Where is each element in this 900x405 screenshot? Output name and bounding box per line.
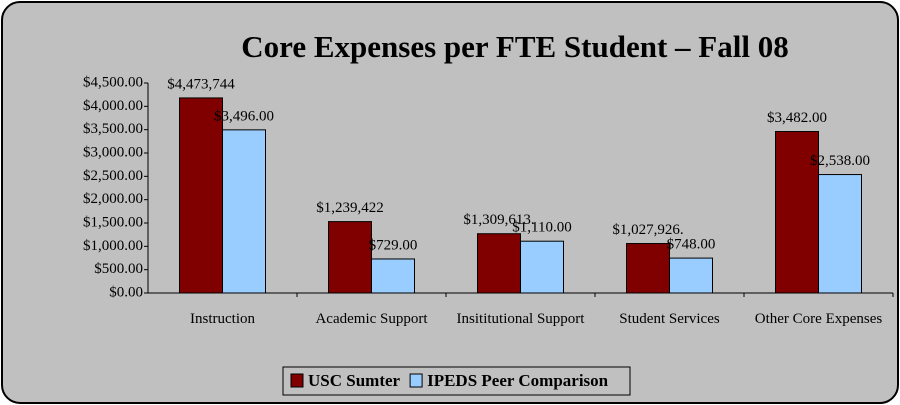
legend-label: IPEDS Peer Comparison xyxy=(427,371,609,390)
y-tick-label: $500.00 xyxy=(94,261,143,277)
bar xyxy=(775,131,819,294)
bar xyxy=(222,129,266,294)
chart-title: Core Expenses per FTE Student – Fall 08 xyxy=(241,29,788,64)
bar xyxy=(520,240,564,294)
data-label: $1,309,613. xyxy=(463,212,534,228)
legend-label: USC Sumter xyxy=(308,371,401,390)
data-label: $729.00 xyxy=(369,237,418,253)
bar xyxy=(477,233,521,294)
x-tick-label: Instruction xyxy=(190,311,255,327)
bar xyxy=(669,257,713,294)
y-tick-label: $1,000.00 xyxy=(83,238,143,254)
data-label: $1,110.00 xyxy=(512,220,571,236)
legend-box xyxy=(282,366,631,396)
y-tick-label: $3,000.00 xyxy=(83,144,143,160)
bar xyxy=(328,221,372,294)
bar xyxy=(179,97,223,294)
x-tick-label: Insititutional Support xyxy=(456,311,585,327)
y-tick-label: $3,500.00 xyxy=(83,121,143,137)
y-tick-label: $1,500.00 xyxy=(83,214,143,230)
data-label: $2,538.00 xyxy=(810,153,870,169)
y-tick-label: $2,000.00 xyxy=(83,191,143,207)
y-tick-label: $2,500.00 xyxy=(83,168,143,184)
legend-swatch xyxy=(409,373,423,388)
bar xyxy=(818,174,862,294)
bar xyxy=(371,258,415,294)
x-tick-label: Student Services xyxy=(619,311,720,327)
x-tick-label: Other Core Expenses xyxy=(754,311,883,327)
data-label: $1,239,422 xyxy=(316,200,384,216)
data-label: $748.00 xyxy=(667,237,716,253)
legend-swatch xyxy=(290,373,304,388)
x-tick-label: Academic Support xyxy=(315,311,428,327)
data-label: $3,482.00 xyxy=(767,110,827,126)
y-tick-label: $0.00 xyxy=(109,284,143,300)
data-label: $4,473,744 xyxy=(167,76,235,92)
y-tick-label: $4,000.00 xyxy=(83,98,143,114)
y-tick-label: $4,500.00 xyxy=(83,74,143,90)
data-label: $3,496.00 xyxy=(214,108,274,124)
bar xyxy=(626,243,670,294)
data-label: $1,027,926. xyxy=(612,222,683,238)
